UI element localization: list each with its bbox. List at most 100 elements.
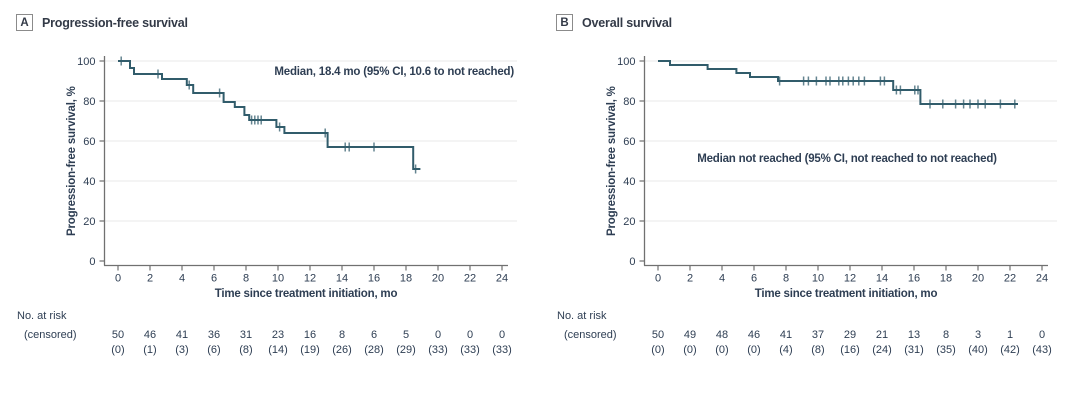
panel-title: Overall survival <box>582 15 672 30</box>
risk-censored-count: (0) <box>683 344 696 356</box>
x-tick-label: 6 <box>211 273 217 285</box>
risk-censored-count: (31) <box>904 344 924 356</box>
x-tick-label: 14 <box>876 273 888 285</box>
risk-count: 48 <box>716 329 728 341</box>
risk-row-label-censored: (censored) <box>24 329 77 341</box>
risk-row-label-at-risk: No. at risk <box>17 310 67 322</box>
y-tick-label: 80 <box>83 96 95 108</box>
risk-count: 49 <box>684 329 696 341</box>
x-tick-label: 20 <box>432 273 444 285</box>
risk-count: 41 <box>176 329 188 341</box>
x-tick-label: 4 <box>179 273 185 285</box>
risk-censored-count: (6) <box>207 344 220 356</box>
x-tick-label: 0 <box>655 273 661 285</box>
x-tick-label: 14 <box>336 273 348 285</box>
risk-censored-count: (1) <box>143 344 156 356</box>
risk-count: 41 <box>780 329 792 341</box>
risk-censored-count: (0) <box>111 344 124 356</box>
risk-censored-count: (33) <box>492 344 512 356</box>
risk-row-label-at-risk: No. at risk <box>557 310 607 322</box>
risk-count: 3 <box>975 329 981 341</box>
risk-count: 8 <box>943 329 949 341</box>
y-tick-label: 60 <box>83 136 95 148</box>
risk-censored-count: (33) <box>428 344 448 356</box>
risk-count: 46 <box>748 329 760 341</box>
x-tick-label: 16 <box>368 273 380 285</box>
x-tick-label: 22 <box>464 273 476 285</box>
risk-count: 21 <box>876 329 888 341</box>
x-tick-label: 16 <box>908 273 920 285</box>
y-tick-label: 60 <box>623 136 635 148</box>
risk-count: 16 <box>304 329 316 341</box>
risk-count: 6 <box>371 329 377 341</box>
risk-censored-count: (42) <box>1000 344 1020 356</box>
x-axis-title: Time since treatment initiation, mo <box>214 288 398 300</box>
x-tick-label: 12 <box>304 273 316 285</box>
panel-title: Progression-free survival <box>42 15 188 30</box>
x-tick-label: 8 <box>783 273 789 285</box>
risk-censored-count: (16) <box>840 344 860 356</box>
x-tick-label: 2 <box>687 273 693 285</box>
y-tick-label: 40 <box>83 176 95 188</box>
risk-count: 13 <box>908 329 920 341</box>
panel-header: B Overall survival <box>556 14 672 31</box>
risk-count: 37 <box>812 329 824 341</box>
y-tick-label: 0 <box>629 256 635 268</box>
risk-censored-count: (8) <box>811 344 824 356</box>
risk-count: 0 <box>467 329 473 341</box>
y-tick-label: 20 <box>83 216 95 228</box>
risk-censored-count: (0) <box>747 344 760 356</box>
risk-censored-count: (19) <box>300 344 320 356</box>
risk-censored-count: (14) <box>268 344 288 356</box>
x-tick-label: 20 <box>972 273 984 285</box>
risk-count: 36 <box>208 329 220 341</box>
median-annotation: Median, 18.4 mo (95% CI, 10.6 to not rea… <box>274 66 514 78</box>
km-curve <box>658 60 1018 105</box>
risk-censored-count: (29) <box>396 344 416 356</box>
y-tick-label: 80 <box>623 96 635 108</box>
x-tick-label: 10 <box>812 273 824 285</box>
risk-count: 23 <box>272 329 284 341</box>
x-axis-title: Time since treatment initiation, mo <box>754 288 938 300</box>
median-annotation: Median not reached (95% CI, not reached … <box>697 153 997 165</box>
panel-overall-survival: B Overall survival Progression-free surv… <box>540 0 1080 400</box>
risk-count: 46 <box>144 329 156 341</box>
risk-count: 50 <box>652 329 664 341</box>
x-tick-label: 4 <box>719 273 725 285</box>
risk-count: 8 <box>339 329 345 341</box>
y-tick-label: 0 <box>89 256 95 268</box>
risk-censored-count: (3) <box>175 344 188 356</box>
risk-count: 0 <box>435 329 441 341</box>
risk-censored-count: (0) <box>715 344 728 356</box>
x-tick-label: 18 <box>940 273 952 285</box>
x-tick-label: 24 <box>496 273 508 285</box>
x-tick-label: 10 <box>272 273 284 285</box>
x-tick-label: 24 <box>1036 273 1048 285</box>
y-tick-label: 40 <box>623 176 635 188</box>
x-tick-label: 0 <box>115 273 121 285</box>
risk-censored-count: (26) <box>332 344 352 356</box>
risk-count: 1 <box>1007 329 1013 341</box>
km-curve <box>118 60 421 170</box>
panel-letter-box: B <box>556 14 573 31</box>
x-tick-label: 8 <box>243 273 249 285</box>
risk-count: 0 <box>499 329 505 341</box>
risk-count: 31 <box>240 329 252 341</box>
x-tick-label: 12 <box>844 273 856 285</box>
risk-censored-count: (4) <box>779 344 792 356</box>
panel-header: A Progression-free survival <box>16 14 188 31</box>
risk-censored-count: (33) <box>460 344 480 356</box>
risk-count: 5 <box>403 329 409 341</box>
risk-censored-count: (0) <box>651 344 664 356</box>
risk-censored-count: (43) <box>1032 344 1052 356</box>
y-tick-label: 100 <box>77 56 95 68</box>
risk-censored-count: (28) <box>364 344 384 356</box>
y-tick-label: 100 <box>617 56 635 68</box>
risk-censored-count: (40) <box>968 344 988 356</box>
x-tick-label: 6 <box>751 273 757 285</box>
risk-count: 29 <box>844 329 856 341</box>
x-tick-label: 2 <box>147 273 153 285</box>
